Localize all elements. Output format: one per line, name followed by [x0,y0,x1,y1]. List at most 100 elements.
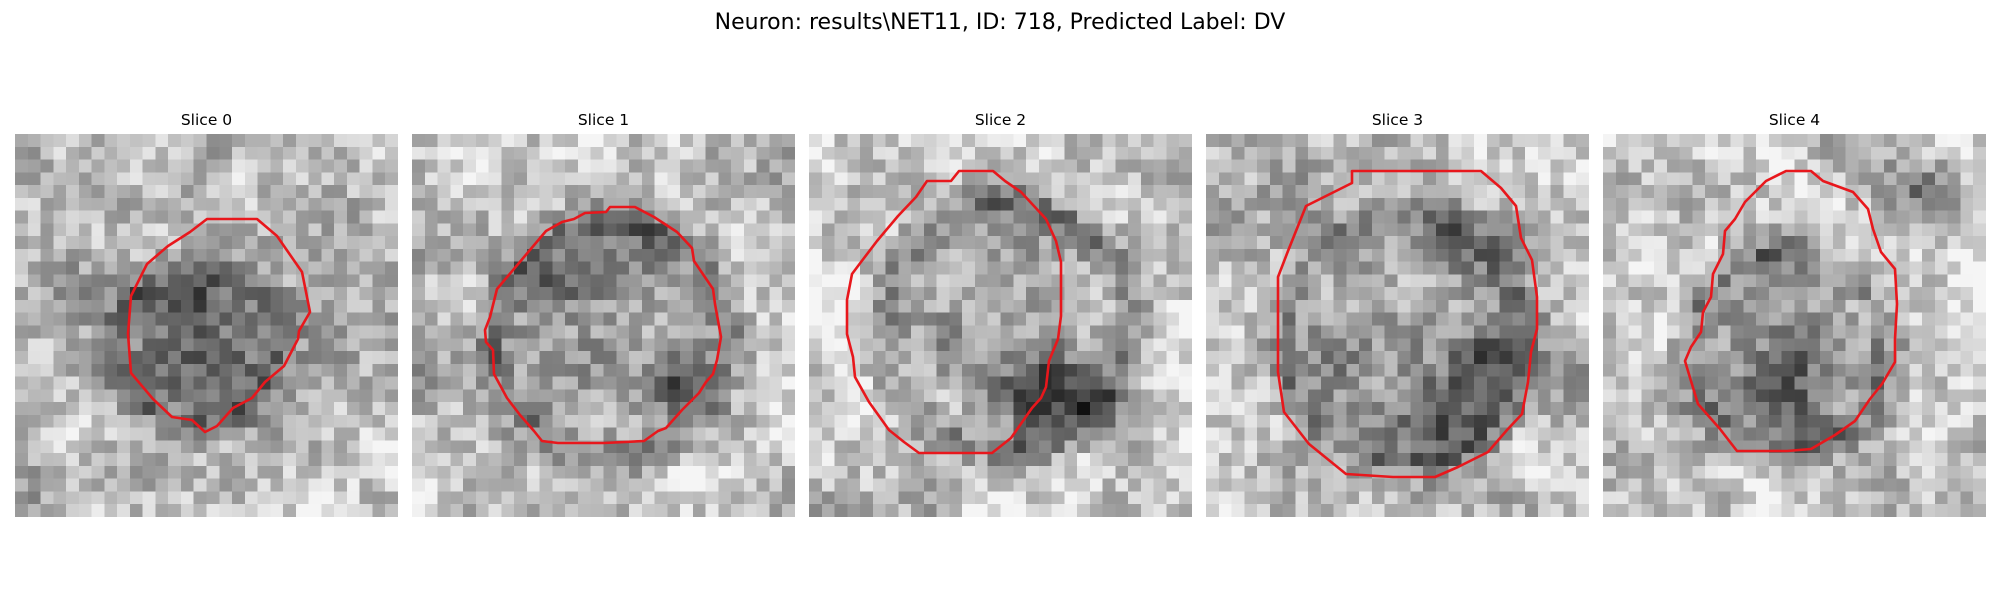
pixel-cell [1448,197,1462,212]
pixel-cell [1218,427,1233,441]
pixel-cell [1871,197,1885,212]
pixel-cell [1461,223,1475,237]
pixel-cell [809,312,823,327]
pixel-cell [936,440,951,454]
pixel-cell [475,504,490,517]
pixel-cell [577,223,592,237]
pixel-cell [295,351,310,365]
pixel-cell [501,185,515,199]
pixel-cell [463,453,477,467]
pixel-cell [1435,363,1450,378]
pixel-cell [117,236,131,250]
pixel-cell [1781,414,1796,429]
pixel-cell [295,236,310,250]
pixel-cell [809,389,823,403]
pixel-cell [1320,465,1335,480]
pixel-cell [1282,402,1296,416]
pixel-cell [1038,504,1053,517]
pixel-cell [936,134,951,148]
pixel-cell [1603,325,1617,339]
pixel-cell [782,478,795,493]
pixel-cell [603,287,617,301]
pixel-cell [1333,261,1348,276]
pixel-cell [1654,312,1668,327]
pixel-cell [949,248,963,263]
pixel-cell [603,465,617,480]
pixel-cell [1166,338,1180,352]
pixel-cell [168,172,182,186]
pixel-cell [1628,478,1642,493]
pixel-cell [155,325,169,339]
pixel-cell [1384,210,1399,224]
pixel-cell [987,453,1002,467]
pixel-cell [450,402,464,416]
pixel-cell [180,351,195,365]
pixel-cell [974,134,989,148]
pixel-cell [1371,274,1386,288]
pixel-cell [78,363,93,378]
pixel-cell [1871,440,1885,454]
pixel-cell [1077,248,1091,263]
pixel-cell [1666,299,1681,314]
pixel-cell [539,427,554,441]
pixel-cell [1807,465,1821,480]
pixel-cell [641,236,656,250]
pixel-cell [168,248,182,263]
pixel-cell [1102,402,1116,416]
pixel-cell [1666,440,1681,454]
pixel-cell [1128,376,1142,390]
pixel-cell [974,261,989,276]
pixel-cell [923,299,938,314]
pixel-cell [821,402,836,416]
pixel-cell [1615,287,1630,301]
pixel-cell [1140,402,1155,416]
pixel-cell [321,376,335,390]
pixel-cell [1934,210,1949,224]
pixel-cell [692,146,707,161]
pixel-cell [27,389,42,403]
pixel-cell [667,414,681,429]
pixel-cell [834,389,848,403]
pixel-cell [1922,338,1936,352]
pixel-cell [731,236,745,250]
pixel-cell [1231,197,1245,212]
pixel-cell [283,185,297,199]
pixel-cell [898,491,912,505]
pixel-cell [1206,134,1220,148]
pixel-cell [1756,299,1770,314]
pixel-cell [962,299,976,314]
pixel-cell [78,287,93,301]
pixel-cell [552,236,566,250]
pixel-cell [15,465,29,480]
pixel-cell [1871,210,1885,224]
pixel-cell [295,478,310,493]
pixel-cell [180,427,195,441]
pixel-cell [27,478,42,493]
pixel-cell [629,414,643,429]
pixel-cell [359,261,374,276]
pixel-cell [283,440,297,454]
pixel-cell [974,338,989,352]
pixel-cell [1550,299,1565,314]
pixel-cell [1615,363,1630,378]
pixel-cell [1397,287,1411,301]
pixel-cell [1603,440,1617,454]
pixel-cell [321,299,335,314]
pixel-cell [680,491,694,505]
pixel-cell [1257,299,1271,314]
pixel-cell [731,185,745,199]
pixel-cell [1576,172,1589,186]
pixel-cell [15,197,29,212]
pixel-cell [731,197,745,212]
pixel-cell [809,274,823,288]
pixel-cell [117,172,131,186]
pixel-cell [1603,491,1617,505]
pixel-cell [1218,287,1233,301]
pixel-cell [450,465,464,480]
pixel-cell [629,236,643,250]
pixel-cell [1576,210,1589,224]
pixel-cell [552,478,566,493]
pixel-cell [270,338,284,352]
pixel-cell [962,134,976,148]
pixel-cell [1499,287,1513,301]
